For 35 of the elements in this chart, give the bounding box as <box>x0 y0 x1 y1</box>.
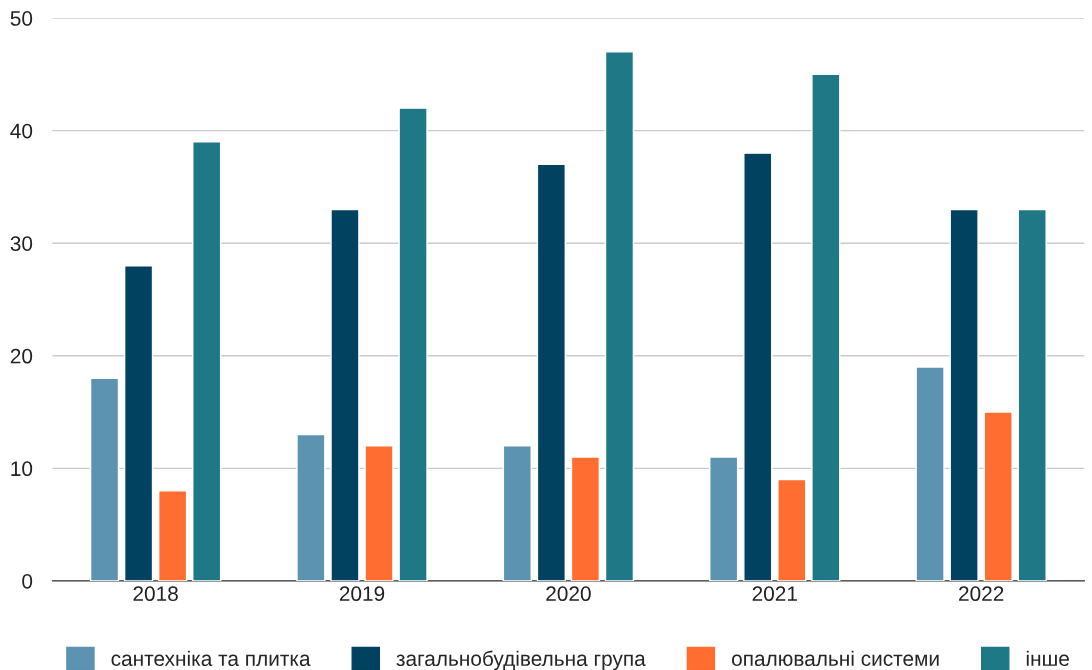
x-tick-label: 2021 <box>752 586 797 602</box>
y-tick-label: 30 <box>10 236 33 251</box>
y-tick-label: 0 <box>22 573 33 589</box>
bar <box>709 456 739 581</box>
bar <box>364 445 394 581</box>
x-tick-label: 2022 <box>959 586 1004 602</box>
bar <box>983 411 1013 581</box>
bar <box>1017 208 1047 581</box>
bar <box>777 478 807 581</box>
bar <box>811 73 841 581</box>
bar <box>192 141 222 581</box>
bar <box>398 107 428 581</box>
legend-label: інше <box>1026 650 1069 667</box>
bar <box>89 377 120 581</box>
bar <box>949 208 979 581</box>
bar <box>570 456 601 581</box>
bar <box>123 265 154 581</box>
legend-label: опалювальні системи <box>732 650 939 667</box>
y-tick-label: 20 <box>10 348 33 364</box>
y-tick-label: 40 <box>10 123 33 139</box>
x-tick-label: 2020 <box>546 586 591 602</box>
bar <box>330 208 360 581</box>
x-tick-label: 2019 <box>339 586 385 602</box>
legend-label: загальнобудівельна група <box>396 650 646 670</box>
x-tick-label: 2018 <box>133 586 178 602</box>
legend-label: сантехніка та плитка <box>111 650 311 667</box>
y-tick-label: 50 <box>10 11 33 26</box>
bar <box>743 152 773 581</box>
bar <box>915 366 945 581</box>
bar <box>536 163 566 581</box>
bar <box>296 433 326 581</box>
bar <box>502 445 532 581</box>
y-tick-label: 10 <box>11 461 33 477</box>
bar <box>604 51 635 581</box>
bar <box>158 490 188 581</box>
